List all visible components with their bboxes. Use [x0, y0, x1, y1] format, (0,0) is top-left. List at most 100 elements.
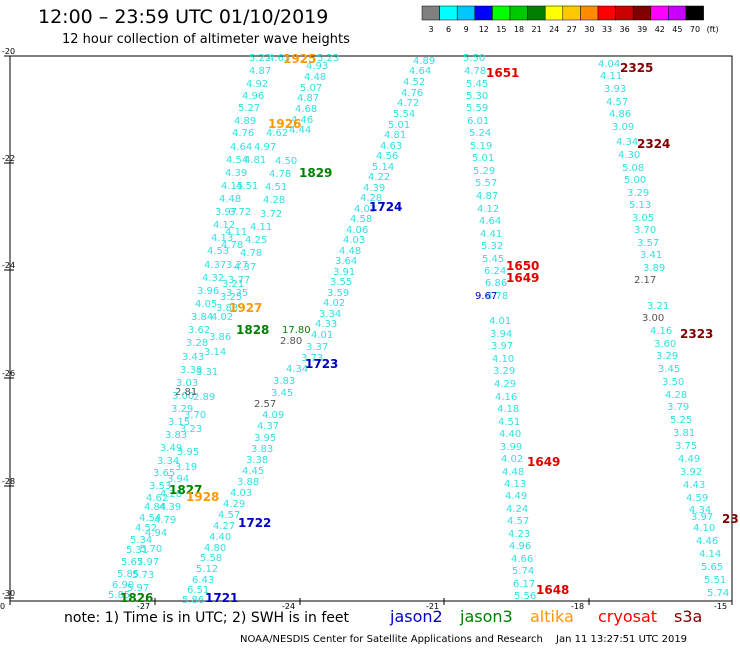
- wave-height-value: 3.95: [177, 447, 199, 458]
- wave-height-value: 5.19: [470, 141, 492, 152]
- wave-height-value: 4.94: [145, 528, 167, 539]
- wave-height-value: 5.30: [466, 91, 488, 102]
- wave-height-value: 4.51: [498, 417, 520, 428]
- wave-height-value: 4.46: [696, 536, 718, 547]
- wave-height-value: 3.21: [647, 301, 669, 312]
- wave-height-value: 4.02: [211, 312, 233, 323]
- scale-label: 3: [428, 25, 433, 34]
- wave-height-value: 3.81: [673, 428, 695, 439]
- wave-height-value: 4.87: [476, 191, 498, 202]
- wave-height-value: 4.52: [135, 523, 157, 534]
- wave-height-value: 4.49: [505, 491, 527, 502]
- scale-label: 12: [479, 25, 489, 34]
- wave-height-value: 3.43: [182, 352, 204, 363]
- wave-height-value: 4.87: [249, 66, 271, 77]
- wave-height-value: 3.29: [171, 404, 193, 415]
- scale-label: 39: [637, 25, 647, 34]
- wave-height-value: 3.55: [330, 277, 352, 288]
- wave-height-value: 5.57: [475, 178, 497, 189]
- wave-height-value: 4.28: [263, 195, 285, 206]
- wave-height-value: 4.97: [254, 142, 276, 153]
- wave-height-value: 4.89: [413, 56, 435, 67]
- wave-height-value: 3.83: [273, 376, 295, 387]
- pass-time-label: 1724: [369, 200, 402, 214]
- pass-time-label: 1721: [205, 591, 238, 605]
- wave-height-value: 5.97: [137, 557, 159, 568]
- wave-height-value: 4.48: [304, 72, 326, 83]
- wave-height-value: 3.53: [149, 481, 171, 492]
- wave-height-value: 3.94: [167, 474, 189, 485]
- color-scale-legend: 3 6 9 12 15 18 21 24 27 30 33 36 39 42 45 70 (ft): [421, 5, 719, 34]
- wave-height-value: 4.33: [315, 319, 337, 330]
- wave-height-value: 4.40: [499, 429, 521, 440]
- wave-height-value: 17.80: [282, 325, 311, 336]
- pass-time-label: 1722: [238, 516, 271, 530]
- wave-height-value: 3.29: [656, 351, 678, 362]
- pass-time-label: 2323: [680, 327, 713, 341]
- wave-height-value: 3.64: [335, 256, 357, 267]
- track-e: 5.504.785.455.305.596.015.245.195.015.29…: [463, 53, 536, 602]
- wave-height-value: 4.11: [250, 222, 272, 233]
- wave-height-value: 4.39: [159, 502, 181, 513]
- wave-height-value: 4.13: [504, 479, 526, 490]
- wave-height-value: 3.83: [251, 444, 273, 455]
- pass-time-label: 1829: [299, 166, 332, 180]
- wave-height-value: 6.17: [513, 579, 535, 590]
- scale-label: 27: [567, 25, 577, 34]
- lat-label: -30: [2, 589, 15, 598]
- wave-height-value: 9.67: [475, 291, 497, 302]
- wave-height-value: 4.29: [494, 379, 516, 390]
- wave-height-value: 4.29: [223, 499, 245, 510]
- map-frame: [9, 55, 733, 602]
- pass-time-label: 1649: [506, 271, 539, 285]
- wave-height-value: 3.92: [680, 467, 702, 478]
- wave-height-value: 4.37: [257, 421, 279, 432]
- wave-height-value: 4.59: [686, 493, 708, 504]
- wave-height-value: 3.72: [260, 209, 282, 220]
- wave-height-value: 5.31: [126, 545, 148, 556]
- wave-height-value: 4.64: [409, 66, 431, 77]
- satellite-cryosat: cryosat: [598, 607, 658, 626]
- wave-height-value: 4.43: [683, 480, 705, 491]
- wave-height-value: 2.89: [193, 392, 215, 403]
- pass-time-label: 1651: [486, 66, 519, 80]
- wave-height-value: 4.10: [693, 523, 715, 534]
- wave-height-value: 5.24: [469, 128, 491, 139]
- wave-height-value: 5.85: [108, 590, 130, 601]
- wave-height-value: 4.78: [240, 248, 262, 259]
- lat-label: -20: [2, 47, 15, 56]
- wave-height-value: 4.34: [689, 505, 711, 516]
- wave-height-value: 3.38: [180, 365, 202, 376]
- wave-height-value: 4.78: [221, 240, 243, 251]
- track-c: 5.234.934.485.074.874.684.464.444.504.78…: [216, 53, 339, 314]
- scale-label: 30: [584, 25, 594, 34]
- wave-height-value: 5.00: [624, 175, 646, 186]
- wave-height-value: 3.00: [172, 391, 194, 402]
- wave-height-value: 3.70: [184, 410, 206, 421]
- wave-height-value: 3.28: [186, 338, 208, 349]
- wave-height-value: 4.53: [207, 246, 229, 257]
- lon-label: -15: [714, 602, 727, 610]
- pass-time-label: 23: [722, 512, 739, 526]
- wave-height-value: 4.84: [144, 502, 166, 513]
- wave-height-value: 3.31: [196, 367, 218, 378]
- wave-height-value: 4.96: [242, 91, 264, 102]
- wave-height-value: 3.29: [493, 366, 515, 377]
- wave-height-value: 3.83: [216, 303, 238, 314]
- wave-height-value: 6.90: [112, 580, 134, 591]
- wave-height-value: 4.58: [350, 214, 372, 225]
- wave-height-value: 4.54: [226, 155, 248, 166]
- page-title: 12:00 – 23:59 UTC 01/10/2019: [38, 6, 329, 28]
- wave-height-value: 4.96: [509, 541, 531, 552]
- wave-height-value: 4.18: [497, 404, 519, 415]
- wave-height-value: 3.77: [228, 275, 250, 286]
- wave-height-value: 3.00: [642, 313, 664, 324]
- wave-height-value: 5.07: [300, 83, 322, 94]
- wave-height-value: 5.22: [249, 53, 271, 64]
- wave-height-value: 4.50: [275, 156, 297, 167]
- wave-height-value: 4.62: [266, 128, 288, 139]
- wave-height-value: 5.51: [704, 575, 726, 586]
- scale-label: 9: [464, 25, 469, 34]
- scale-label: 45: [672, 25, 682, 34]
